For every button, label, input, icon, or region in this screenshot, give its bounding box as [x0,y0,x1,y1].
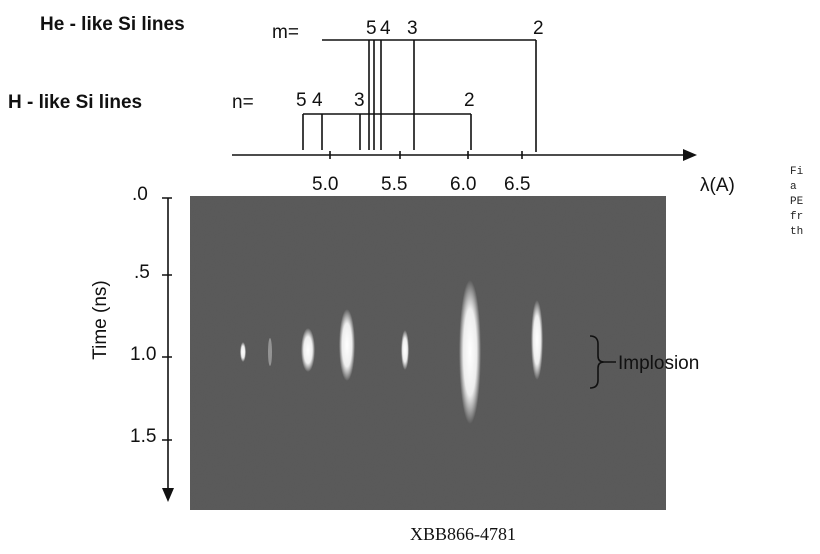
h-like-label: H - like Si lines [8,92,142,113]
axis-ticks [329,151,523,159]
axis-arrow [683,149,697,161]
time-label: Time (ns) [90,280,111,360]
h-order: 3 [354,90,365,111]
he-line-bracket [322,39,537,152]
image-id: XBB866-4781 [410,524,516,544]
annotation: Implosion [618,353,699,374]
film-grain [190,196,666,510]
he-prefix: m= [272,22,299,43]
he-like-label: He - like Si lines [40,14,185,35]
h-order: 5 [296,90,307,111]
h-order: 2 [464,90,475,111]
wavelength-tick: 5.5 [381,174,407,195]
wavelength-tick: 6.5 [504,174,530,195]
caption-fragment: fr [790,211,803,223]
wavelength-tick: 6.0 [450,174,476,195]
he-order: 4 [380,18,391,39]
caption-fragment: a [790,181,797,193]
caption-fragment: Fi [790,166,804,178]
time-tick: .5 [134,262,150,283]
time-tick: 1.0 [130,344,156,365]
time-tick: 1.5 [130,426,156,447]
wavelength-label: λ(A) [700,175,735,196]
implosion-bracket [589,335,616,389]
axis-arrow [162,488,174,502]
he-order: 3 [407,18,418,39]
h-prefix: n= [232,92,254,113]
emission-lines [240,280,543,424]
he-order: 5 [366,18,377,39]
time-tick: .0 [132,184,148,205]
caption-fragment: PE [790,196,804,208]
axis-ticks [162,197,172,441]
caption-fragment: th [790,226,803,238]
h-line-bracket [302,113,472,150]
wavelength-tick: 5.0 [312,174,338,195]
h-order: 4 [312,90,323,111]
he-order: 2 [533,18,544,39]
